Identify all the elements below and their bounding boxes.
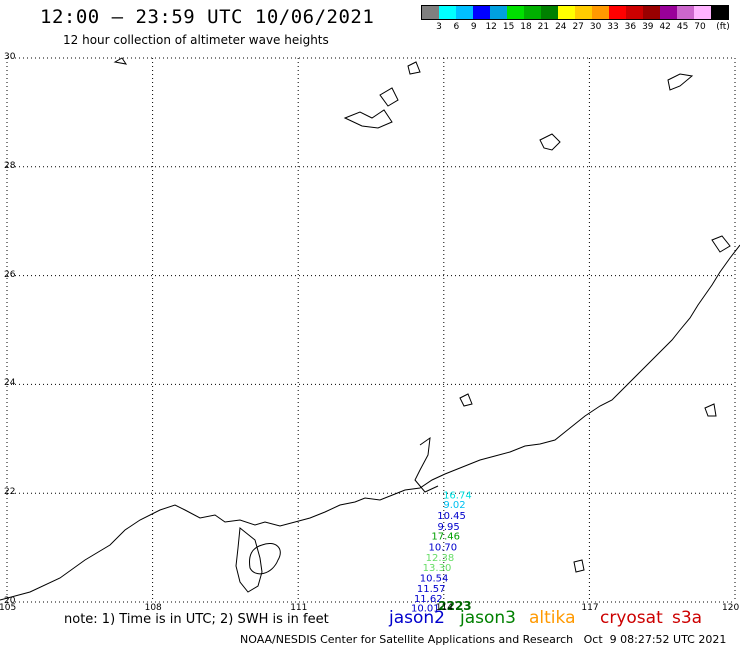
map-title: 12:00 – 23:59 UTC 10/06/2021 (40, 6, 375, 28)
coastline-island (249, 543, 281, 575)
legend-label: 6 (453, 22, 460, 32)
lat-tick-label: 24 (4, 378, 16, 389)
legend-label: 21 (537, 22, 550, 32)
lon-tick-label: 105 (0, 603, 17, 613)
coastline-main (0, 244, 740, 601)
coastline-lake (573, 559, 585, 573)
mission-altika-label: altika (529, 608, 576, 628)
track-time-label: 2223 (438, 599, 471, 613)
legend-swatch (609, 6, 626, 19)
legend-swatch (711, 6, 728, 19)
legend-label: 45 (676, 22, 689, 32)
mission-cryosat-label: cryosat (600, 608, 663, 628)
wave-height-points: 16.749.0210.459.9517.4610.7012.3813.3010… (411, 490, 472, 614)
legend-swatch (626, 6, 643, 19)
legend-label: 9 (470, 22, 477, 32)
wave-height-legend: (ft) 3 6 9 12 15 18 21 24 27 30 33 36 39 42 45 70 (421, 5, 730, 34)
coastline-island (235, 527, 263, 593)
wave-height-point: 10.01 (411, 603, 440, 614)
lon-tick-label: 114 (435, 603, 453, 613)
mission-jason2-label: jason2 (389, 608, 445, 628)
legend-swatch (694, 6, 711, 19)
coastline-lake (711, 235, 731, 253)
legend-swatch (524, 6, 541, 19)
wave-height-point: 9.02 (443, 500, 465, 511)
footer-credit: NOAA/NESDIS Center for Satellite Applica… (240, 633, 727, 646)
legend-label: 3 (436, 22, 442, 32)
lon-tick-label: 108 (144, 603, 162, 613)
coastline-estuary (414, 436, 439, 493)
coastline-lake (343, 109, 393, 129)
legend-swatch (439, 6, 456, 19)
coastline-lake (539, 133, 561, 151)
lat-tick-label: 30 (4, 52, 16, 62)
lat-tick-label: 26 (4, 269, 16, 280)
map-subtitle: 12 hour collection of altimeter wave hei… (63, 33, 329, 47)
lat-tick-label: 28 (4, 160, 16, 171)
legend-swatches (421, 5, 729, 20)
wave-height-point: 10.45 (437, 511, 466, 522)
legend-swatch (473, 6, 490, 19)
legend-labels: (ft) 3 6 9 12 15 18 21 24 27 30 33 36 39 42 45 70 (421, 20, 730, 34)
wave-height-point: 9.95 (438, 522, 460, 533)
coastline (0, 57, 740, 601)
legend-swatch (507, 6, 524, 19)
legend-swatch (558, 6, 575, 19)
lat-tick-label: 22 (4, 487, 16, 498)
legend-swatch (456, 6, 473, 19)
footer-note: note: 1) Time is in UTC; 2) SWH is in fe… (64, 612, 329, 627)
legend-swatch (660, 6, 677, 19)
lon-tick-label: 120 (722, 603, 740, 613)
legend-label: 39 (642, 22, 654, 32)
lon-tick-label: 117 (581, 603, 599, 613)
legend-label: 70 (694, 22, 706, 32)
legend-swatch (592, 6, 609, 19)
legend-label: 30 (589, 22, 602, 32)
legend-swatch (422, 6, 439, 19)
mission-jason3-label: jason3 (460, 608, 516, 628)
legend-swatch (677, 6, 694, 19)
wave-height-point: 11.62 (414, 594, 443, 605)
coastline-lake (704, 403, 717, 417)
legend-label: 36 (624, 22, 637, 32)
lon-tick-label: 111 (290, 603, 308, 613)
lat-tick-label: 20 (4, 596, 16, 606)
legend-swatch (541, 6, 558, 19)
legend-label: 18 (520, 22, 532, 32)
legend-label: 42 (659, 22, 671, 32)
legend-swatch (643, 6, 660, 19)
lat-lon-grid (6, 57, 736, 603)
wave-height-point: 10.54 (420, 574, 449, 585)
legend-label: 12 (485, 22, 497, 32)
legend-label: 33 (607, 22, 619, 32)
coastline-lake (407, 61, 421, 75)
legend-swatch (575, 6, 592, 19)
coastline-lake (667, 73, 694, 91)
wave-height-point: 13.30 (423, 563, 452, 574)
wave-height-point: 12.38 (426, 553, 455, 564)
wave-height-point: 17.46 (431, 532, 460, 543)
mission-s3a-label: s3a (672, 608, 703, 628)
legend-label: 24 (555, 22, 567, 32)
coastline-lake (459, 393, 473, 407)
wave-height-point: 10.70 (429, 543, 458, 554)
coastline-lake (113, 57, 128, 65)
legend-unit: (ft) (716, 22, 730, 32)
coastline-lake (379, 87, 399, 107)
wave-height-point: 16.74 (443, 490, 472, 501)
wave-height-point: 11.57 (417, 584, 446, 595)
legend-label: 15 (502, 22, 515, 32)
legend-label: 27 (572, 22, 584, 32)
legend-swatch (490, 6, 507, 19)
